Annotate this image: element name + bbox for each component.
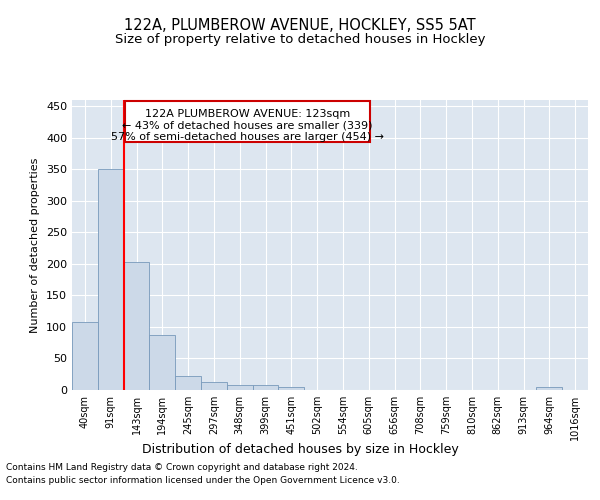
Bar	[278, 387, 304, 390]
Bar	[175, 376, 201, 390]
Text: ← 43% of detached houses are smaller (339): ← 43% of detached houses are smaller (33…	[122, 120, 373, 130]
Text: 122A PLUMBEROW AVENUE: 123sqm: 122A PLUMBEROW AVENUE: 123sqm	[145, 109, 350, 119]
Bar	[201, 382, 227, 390]
Text: Size of property relative to detached houses in Hockley: Size of property relative to detached ho…	[115, 32, 485, 46]
FancyBboxPatch shape	[125, 102, 370, 142]
Bar	[149, 334, 175, 390]
Text: Contains public sector information licensed under the Open Government Licence v3: Contains public sector information licen…	[6, 476, 400, 485]
Text: Contains HM Land Registry data © Crown copyright and database right 2024.: Contains HM Land Registry data © Crown c…	[6, 462, 358, 471]
Bar	[124, 262, 149, 390]
Bar	[227, 385, 253, 390]
Text: 122A, PLUMBEROW AVENUE, HOCKLEY, SS5 5AT: 122A, PLUMBEROW AVENUE, HOCKLEY, SS5 5AT	[124, 18, 476, 32]
Bar	[253, 385, 278, 390]
Bar	[536, 387, 562, 390]
Text: Distribution of detached houses by size in Hockley: Distribution of detached houses by size …	[142, 442, 458, 456]
Bar	[72, 322, 98, 390]
Y-axis label: Number of detached properties: Number of detached properties	[31, 158, 40, 332]
Text: 57% of semi-detached houses are larger (454) →: 57% of semi-detached houses are larger (…	[111, 132, 384, 141]
Bar	[98, 170, 124, 390]
